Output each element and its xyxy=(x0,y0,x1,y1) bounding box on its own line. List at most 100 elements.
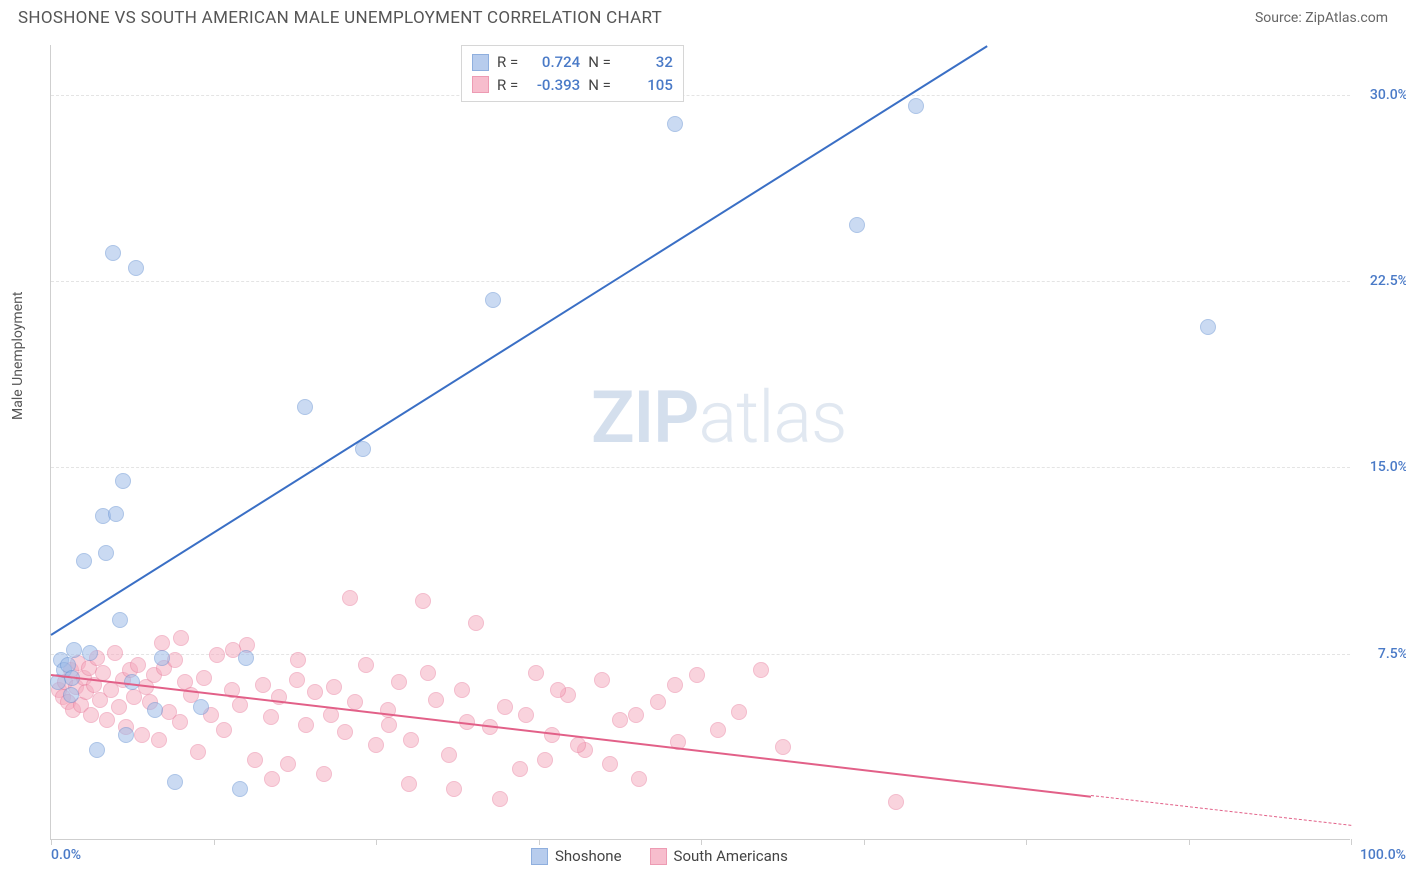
r-value-shoshone: 0.724 xyxy=(526,51,580,74)
data-point xyxy=(594,672,610,688)
trendline-dashed xyxy=(1091,795,1351,826)
source-name: ZipAtlas.com xyxy=(1305,10,1388,26)
x-axis-label: 100.0% xyxy=(1360,847,1406,863)
data-point xyxy=(358,657,374,673)
data-point xyxy=(167,774,183,790)
data-point xyxy=(134,727,150,743)
data-point xyxy=(667,677,683,693)
data-point xyxy=(63,687,79,703)
data-point xyxy=(99,712,115,728)
x-tick xyxy=(701,839,702,845)
x-tick xyxy=(1026,839,1027,845)
data-point xyxy=(849,217,865,233)
trendline xyxy=(50,45,987,635)
data-point xyxy=(232,781,248,797)
n-value-shoshone: 32 xyxy=(619,51,673,74)
data-point xyxy=(775,739,791,755)
data-point xyxy=(550,682,566,698)
series-label-south-american: South Americans xyxy=(674,847,788,865)
data-point xyxy=(95,665,111,681)
data-point xyxy=(570,737,586,753)
data-point xyxy=(290,652,306,668)
data-point xyxy=(112,612,128,628)
data-point xyxy=(280,756,296,772)
data-point xyxy=(173,630,189,646)
correlation-legend: R = 0.724 N = 32 R = -0.393 N = 105 xyxy=(461,45,684,102)
gridline xyxy=(51,281,1350,282)
data-point xyxy=(441,747,457,763)
data-point xyxy=(105,245,121,261)
x-tick xyxy=(51,839,52,845)
r-value-south-american: -0.393 xyxy=(526,74,580,97)
x-tick xyxy=(214,839,215,845)
data-point xyxy=(1200,319,1216,335)
data-point xyxy=(193,699,209,715)
data-point xyxy=(76,553,92,569)
data-point xyxy=(612,712,628,728)
x-tick xyxy=(376,839,377,845)
r-label: R = xyxy=(497,74,518,97)
data-point xyxy=(631,771,647,787)
data-point xyxy=(753,662,769,678)
data-point xyxy=(316,766,332,782)
data-point xyxy=(89,742,105,758)
data-point xyxy=(446,781,462,797)
data-point xyxy=(172,714,188,730)
data-point xyxy=(337,724,353,740)
watermark-bold: ZIP xyxy=(591,375,698,460)
x-tick xyxy=(1189,839,1190,845)
data-point xyxy=(196,670,212,686)
data-point xyxy=(130,657,146,673)
data-point xyxy=(154,650,170,666)
y-tick-label: 7.5% xyxy=(1378,646,1406,662)
x-axis-label: 0.0% xyxy=(51,847,81,863)
data-point xyxy=(391,674,407,690)
series-label-shoshone: Shoshone xyxy=(555,847,622,865)
data-point xyxy=(154,635,170,651)
data-point xyxy=(247,752,263,768)
y-tick-label: 22.5% xyxy=(1370,273,1406,289)
data-point xyxy=(263,709,279,725)
data-point xyxy=(264,771,280,787)
y-tick-label: 15.0% xyxy=(1370,459,1406,475)
data-point xyxy=(420,665,436,681)
data-point xyxy=(710,722,726,738)
data-point xyxy=(209,647,225,663)
data-point xyxy=(512,761,528,777)
data-point xyxy=(190,744,206,760)
swatch-south-american xyxy=(472,76,489,93)
x-tick xyxy=(539,839,540,845)
source-attribution: Source: ZipAtlas.com xyxy=(1255,10,1388,26)
data-point xyxy=(888,794,904,810)
data-point xyxy=(403,732,419,748)
data-point xyxy=(485,292,501,308)
chart-plot-area: ZIPatlas R = 0.724 N = 32 R = -0.393 N =… xyxy=(50,45,1350,840)
chart-title: SHOSHONE VS SOUTH AMERICAN MALE UNEMPLOY… xyxy=(18,8,662,28)
data-point xyxy=(289,672,305,688)
data-point xyxy=(381,717,397,733)
gridline xyxy=(51,95,1350,96)
data-point xyxy=(147,702,163,718)
data-point xyxy=(518,707,534,723)
data-point xyxy=(111,699,127,715)
data-point xyxy=(232,697,248,713)
swatch-shoshone-icon xyxy=(531,848,548,865)
data-point xyxy=(128,260,144,276)
data-point xyxy=(602,756,618,772)
data-point xyxy=(454,682,470,698)
data-point xyxy=(415,593,431,609)
data-point xyxy=(528,665,544,681)
n-label: N = xyxy=(588,74,611,97)
data-point xyxy=(908,98,924,114)
data-point xyxy=(307,684,323,700)
data-point xyxy=(115,473,131,489)
data-point xyxy=(468,615,484,631)
x-tick xyxy=(864,839,865,845)
data-point xyxy=(342,590,358,606)
data-point xyxy=(298,717,314,733)
source-prefix: Source: xyxy=(1255,10,1305,26)
gridline xyxy=(51,467,1350,468)
legend-row-shoshone: R = 0.724 N = 32 xyxy=(472,51,673,74)
data-point xyxy=(326,679,342,695)
x-tick xyxy=(1351,839,1352,845)
